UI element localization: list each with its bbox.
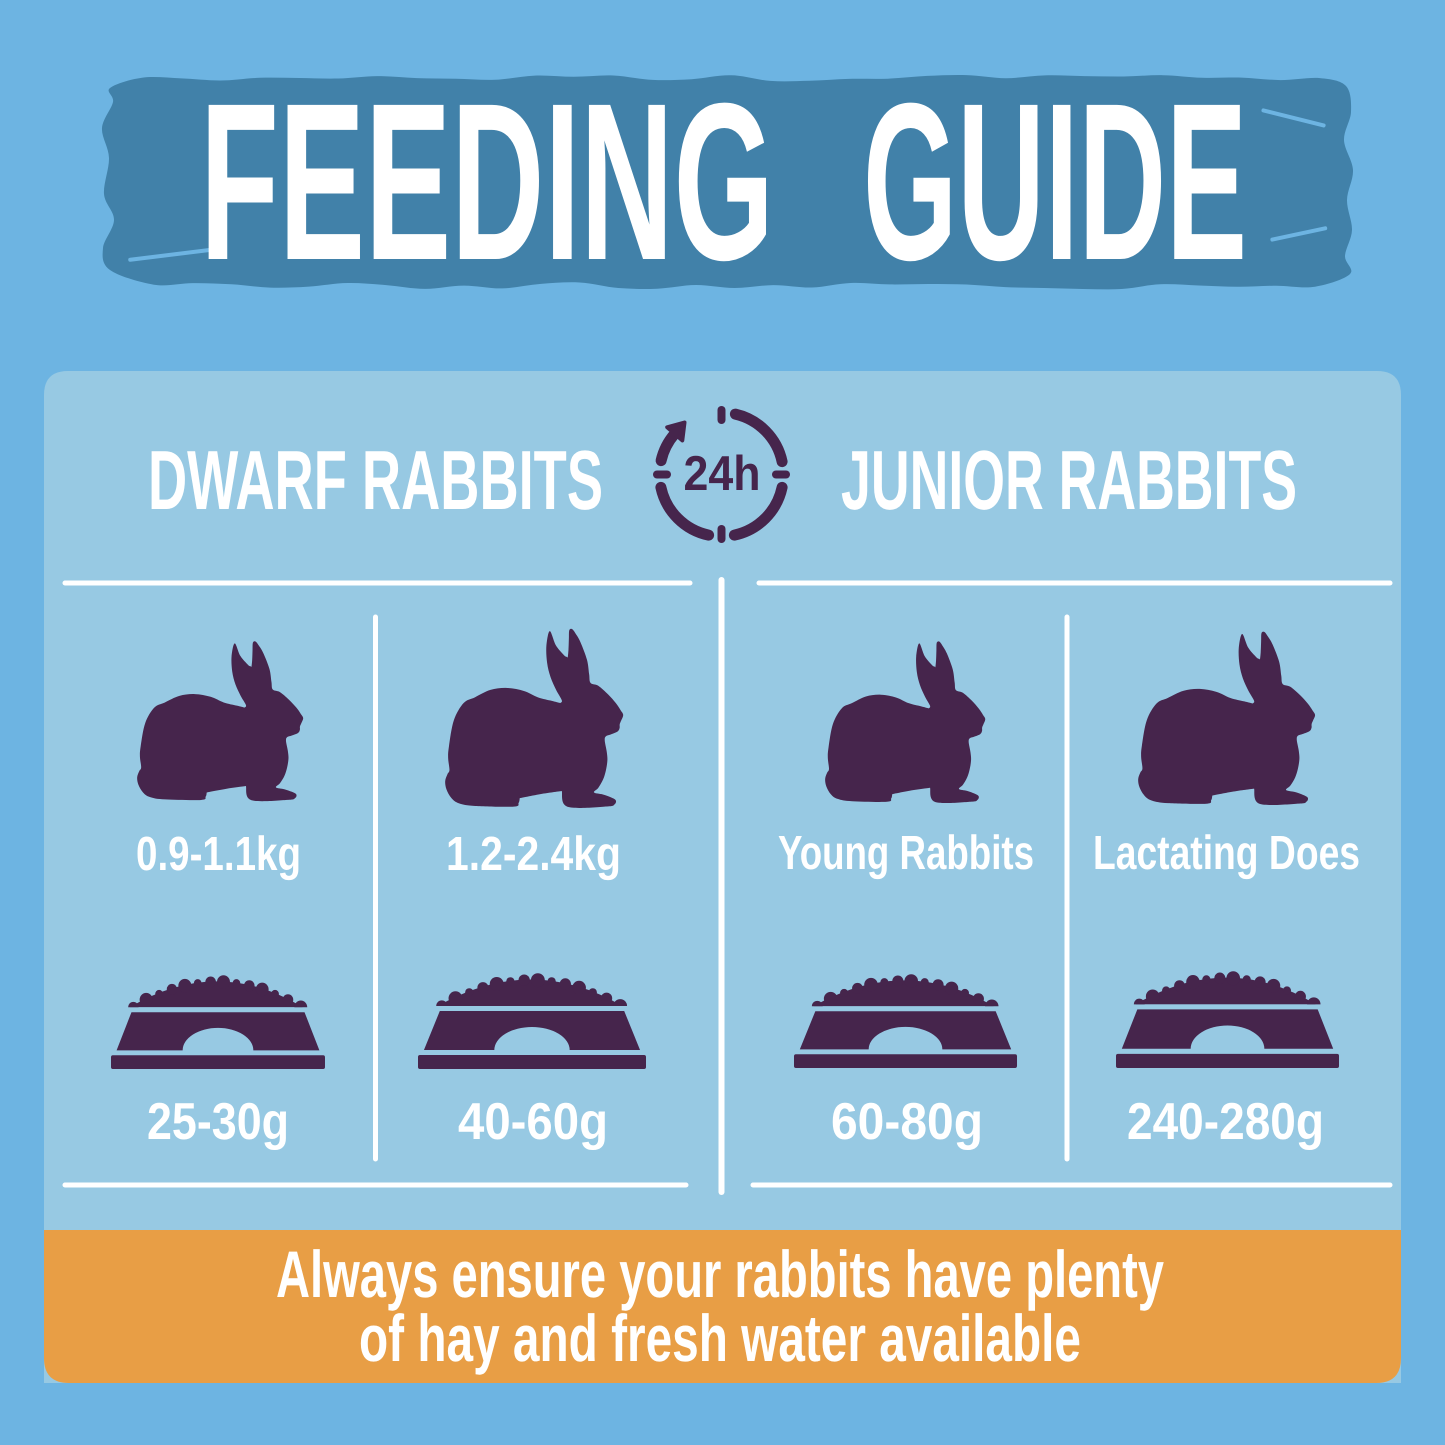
svg-text:0.9-1.1kg: 0.9-1.1kg [136,828,301,881]
svg-text:Young Rabbits: Young Rabbits [778,827,1034,880]
svg-text:GUIDE: GUIDE [863,57,1247,307]
svg-text:Lactating Does: Lactating Does [1093,827,1360,880]
svg-text:24h: 24h [684,447,761,501]
svg-text:240-280g: 240-280g [1127,1093,1324,1151]
svg-text:40-60g: 40-60g [458,1093,608,1151]
svg-text:of hay and fresh water availab: of hay and fresh water available [359,1301,1081,1375]
svg-text:Always ensure your rabbits hav: Always ensure your rabbits have plenty [276,1237,1164,1311]
svg-text:60-80g: 60-80g [831,1093,983,1151]
svg-text:DWARF RABBITS: DWARF RABBITS [148,433,603,527]
svg-text:25-30g: 25-30g [147,1093,289,1151]
svg-text:FEEDING: FEEDING [200,57,774,307]
svg-text:JUNIOR RABBITS: JUNIOR RABBITS [841,433,1297,527]
svg-text:1.2-2.4kg: 1.2-2.4kg [446,828,621,881]
